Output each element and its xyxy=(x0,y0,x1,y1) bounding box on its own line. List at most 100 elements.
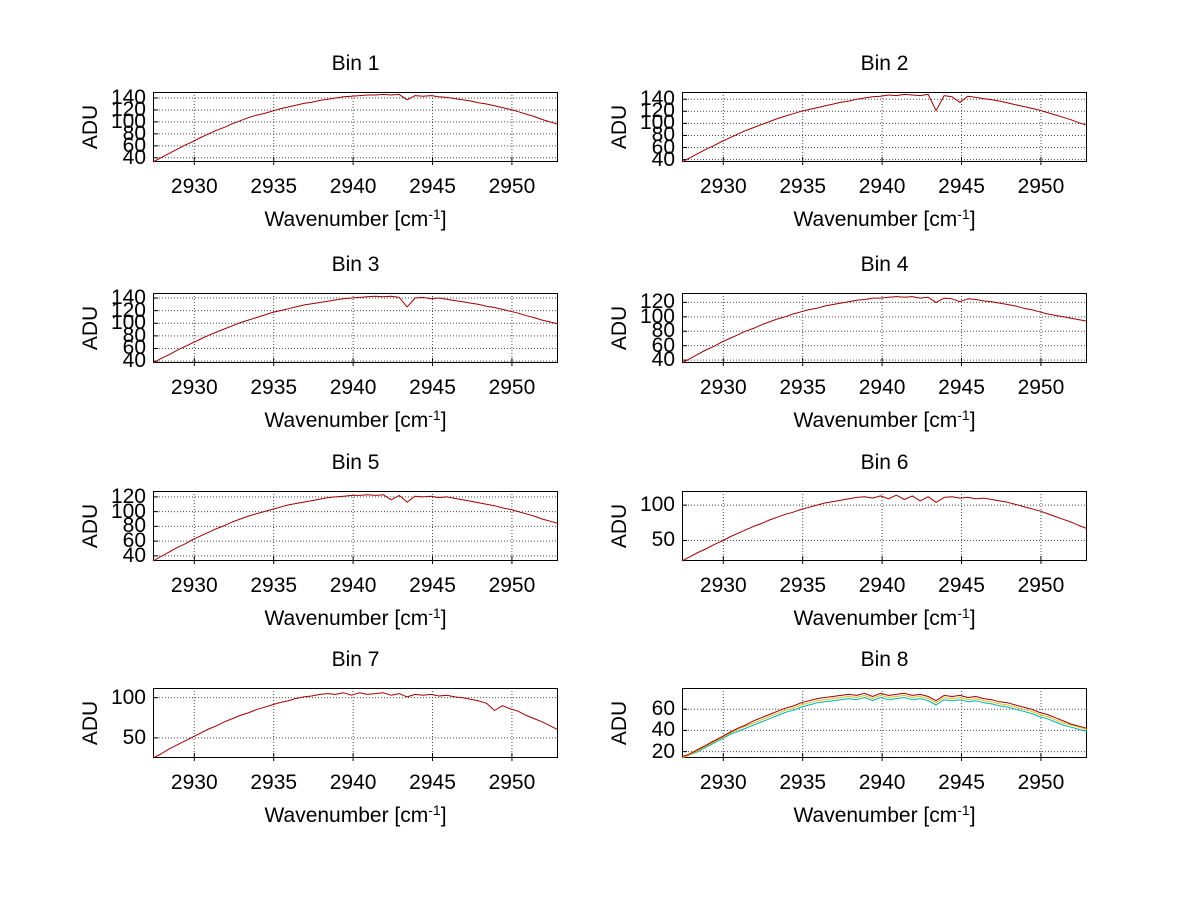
x-tick-label: 2950 xyxy=(488,771,536,794)
y-tick-label: 60 xyxy=(651,697,675,721)
y-tick-label: 40 xyxy=(122,543,146,567)
plot-area xyxy=(152,688,559,761)
series-line-spectrum-red xyxy=(152,692,559,759)
subplot-title: Bin 7 xyxy=(331,648,380,671)
axis-border xyxy=(682,688,1087,758)
y-tick-label: 140 xyxy=(110,286,146,310)
y-tick-label: 100 xyxy=(110,311,146,335)
series-line-spectrum-red xyxy=(681,692,1088,758)
x-tick-label: 2940 xyxy=(858,376,906,399)
x-axis-label: Wavenumber [cm-1] xyxy=(264,605,447,630)
series-line-spectrum-yellow xyxy=(681,694,1088,759)
y-tick-label: 80 xyxy=(651,319,675,343)
y-tick-label: 80 xyxy=(122,514,146,538)
subplot-bin-5: Bin 5 ADU 40 60 80 100 120 2930 2935 2940 2945 2950… xyxy=(38,449,568,630)
x-tick-label: 2940 xyxy=(329,574,377,597)
y-tick-label: 60 xyxy=(122,529,146,553)
x-tick-label: 2935 xyxy=(779,771,827,794)
y-tick-label: 80 xyxy=(122,121,146,145)
subplot-bin-4: Bin 4 ADU 40 60 80 100 120 2930 2935 2940 2945 2950… xyxy=(567,251,1097,432)
axis-border xyxy=(153,491,558,561)
y-tick-label: 20 xyxy=(651,739,675,763)
x-tick-label: 2930 xyxy=(170,574,218,597)
y-tick-label: 120 xyxy=(110,97,146,121)
subplot-bin-8: Bin 8 ADU 20 40 60 2930 2935 2940 2945 2950 Wavenu… xyxy=(567,646,1097,827)
x-tick-label: 2935 xyxy=(250,574,298,597)
x-axis-label: Wavenumber [cm-1] xyxy=(264,802,447,827)
x-tick-label: 2930 xyxy=(170,175,218,198)
axis-border xyxy=(682,293,1087,363)
x-tick-label: 2950 xyxy=(1017,175,1065,198)
x-tick-label: 2940 xyxy=(858,771,906,794)
series-line-spectrum-red xyxy=(152,295,559,364)
subplot-bin-1: Bin 1 ADU 40 60 80 100 120 140 2930 2935 2940 2945 2… xyxy=(38,50,568,231)
x-axis-label: Wavenumber [cm-1] xyxy=(264,206,447,231)
x-tick-label: 2930 xyxy=(699,376,747,399)
x-axis-label: Wavenumber [cm-1] xyxy=(264,407,447,432)
axis-border xyxy=(682,491,1087,561)
axis-border xyxy=(153,92,558,162)
x-tick-label: 2940 xyxy=(329,771,377,794)
y-tick-label: 120 xyxy=(110,484,146,508)
y-tick-label: 140 xyxy=(110,85,146,109)
x-tick-label: 2930 xyxy=(170,376,218,399)
x-tick-label: 2950 xyxy=(1017,574,1065,597)
x-tick-label: 2945 xyxy=(409,574,456,597)
subplot-bin-7: Bin 7 ADU 50 100 2930 2935 2940 2945 2950 Wavenum… xyxy=(38,646,568,827)
x-tick-label: 2950 xyxy=(488,175,536,198)
x-tick-label: 2945 xyxy=(409,771,456,794)
x-tick-label: 2945 xyxy=(409,175,456,198)
x-tick-label: 2940 xyxy=(858,574,906,597)
y-tick-label: 120 xyxy=(110,298,146,322)
y-tick-label: 40 xyxy=(651,718,675,742)
subplot-title: Bin 4 xyxy=(860,253,909,276)
x-axis-label: Wavenumber [cm-1] xyxy=(793,206,976,231)
y-tick-label: 120 xyxy=(639,290,675,314)
x-tick-label: 2950 xyxy=(488,574,536,597)
x-tick-label: 2950 xyxy=(488,376,536,399)
subplot-title: Bin 8 xyxy=(860,648,909,671)
plot-area xyxy=(152,491,559,564)
y-tick-label: 100 xyxy=(639,304,675,328)
x-tick-label: 2935 xyxy=(779,574,827,597)
y-tick-label: 40 xyxy=(122,145,146,169)
y-tick-label: 100 xyxy=(110,685,146,709)
y-tick-label: 100 xyxy=(639,493,675,517)
x-tick-label: 2930 xyxy=(699,175,747,198)
x-tick-label: 2930 xyxy=(699,771,747,794)
plot-area xyxy=(152,293,559,366)
x-tick-label: 2945 xyxy=(938,771,985,794)
y-tick-label: 50 xyxy=(651,528,675,552)
series-line-spectrum-red xyxy=(681,296,1088,364)
y-tick-label: 140 xyxy=(639,87,675,111)
x-tick-label: 2935 xyxy=(779,175,827,198)
x-tick-label: 2940 xyxy=(329,376,377,399)
x-tick-label: 2945 xyxy=(938,574,985,597)
series-line-spectrum-red xyxy=(681,93,1088,163)
x-tick-label: 2950 xyxy=(1017,376,1065,399)
y-tick-label: 100 xyxy=(110,499,146,523)
subplot-bin-6: Bin 6 ADU 50 100 2930 2935 2940 2945 2950 Wavenum… xyxy=(567,449,1097,630)
y-tick-label: 50 xyxy=(122,725,146,749)
series-line-spectrum-red xyxy=(152,93,559,163)
x-tick-label: 2935 xyxy=(250,175,298,198)
x-tick-label: 2935 xyxy=(250,771,298,794)
y-tick-label: 120 xyxy=(639,99,675,123)
axis-border xyxy=(153,293,558,363)
x-tick-label: 2950 xyxy=(1017,771,1065,794)
y-tick-label: 60 xyxy=(122,133,146,157)
series-line-spectrum-cyan xyxy=(681,697,1088,759)
plot-area xyxy=(681,688,1088,761)
y-tick-label: 80 xyxy=(651,123,675,147)
y-tick-label: 40 xyxy=(122,349,146,373)
subplot-title: Bin 3 xyxy=(331,253,380,276)
axis-border xyxy=(682,92,1087,162)
x-tick-label: 2945 xyxy=(938,376,985,399)
y-tick-label: 80 xyxy=(122,323,146,347)
y-tick-label: 60 xyxy=(651,333,675,357)
subplot-title: Bin 5 xyxy=(331,451,380,474)
series-line-spectrum-red xyxy=(152,494,559,562)
series-line-spectrum-red xyxy=(681,494,1088,562)
y-tick-label: 40 xyxy=(651,348,675,372)
